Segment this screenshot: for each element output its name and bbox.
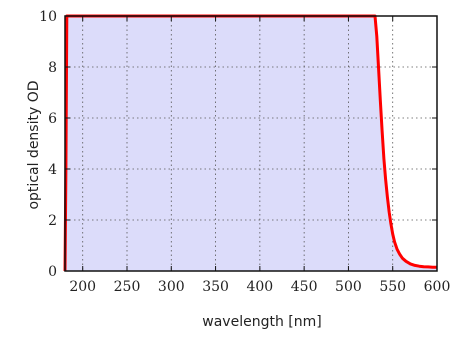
y-tick-label: 10 [39,9,57,25]
y-axis-title: optical density OD [26,80,42,209]
plot-frame [64,15,438,272]
x-tick-label: 350 [202,279,229,295]
x-tick-label: 450 [291,279,318,295]
x-tick-label: 200 [69,279,96,295]
series-area-fill [65,16,437,271]
x-tick-label: 600 [424,279,451,295]
x-tick-label: 250 [114,279,141,295]
x-tick-label: 300 [158,279,185,295]
x-tick-label: 400 [246,279,273,295]
y-tick-label: 4 [48,162,57,178]
y-tick-label: 8 [48,60,57,76]
y-tick-label: 0 [48,264,57,280]
x-axis-title: wavelength [nm] [202,314,321,330]
plot-area [63,14,438,272]
x-tick-label: 500 [335,279,362,295]
y-tick-label: 2 [48,213,57,229]
x-tick-label: 550 [379,279,406,295]
y-tick-label: 6 [48,111,57,127]
tick-labels: 200 250 300 350 400 450 500 550 600 0 2 4 6 8 10 [39,9,450,295]
